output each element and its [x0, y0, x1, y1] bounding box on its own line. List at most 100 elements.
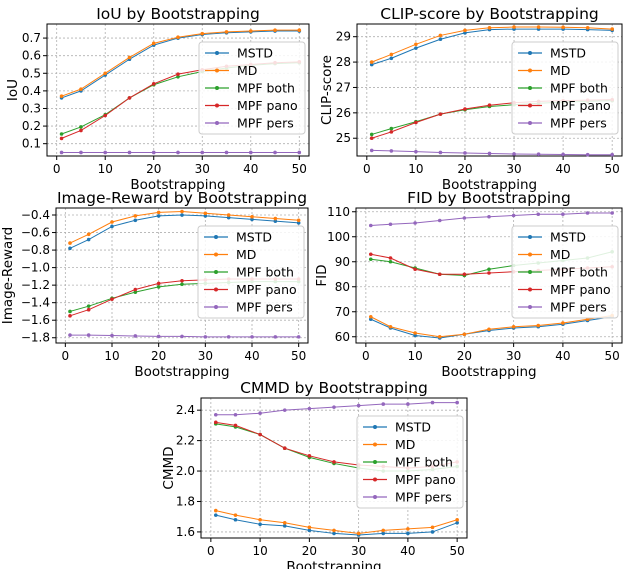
y-axis-label: IoU	[5, 79, 21, 101]
legend-item: MPF pers	[518, 300, 607, 315]
y-tick-label: 0.7	[22, 31, 41, 45]
y-tick-label: 25	[336, 131, 351, 145]
data-point	[389, 149, 394, 153]
legend-label: MSTD	[395, 420, 431, 435]
x-tick-label: 40	[400, 544, 415, 558]
legend-marker	[528, 252, 532, 257]
x-tick-label: 30	[351, 544, 366, 558]
plot-frame	[355, 207, 623, 344]
data-point	[585, 211, 590, 215]
data-point	[68, 314, 72, 318]
data-point	[86, 232, 91, 237]
chart-title: Image-Reward by Bootstrapping	[57, 189, 307, 207]
y-tick-label: −0.4	[21, 208, 50, 222]
data-point	[180, 334, 184, 339]
data-point	[381, 531, 386, 536]
series-line	[370, 315, 613, 338]
data-point	[430, 400, 435, 405]
data-point	[103, 113, 108, 118]
data-point	[68, 241, 72, 245]
data-point	[487, 214, 491, 219]
data-point	[463, 151, 467, 155]
data-point	[103, 150, 108, 155]
data-point	[369, 62, 374, 67]
legend-item: MPF pano	[204, 282, 297, 297]
data-point	[233, 412, 238, 417]
y-tick-label: −0.8	[21, 243, 50, 257]
legend-marker	[373, 425, 377, 429]
x-axis-label: Bootstrapping	[441, 364, 536, 380]
legend-marker	[215, 86, 219, 90]
y-tick-label: 60	[335, 330, 350, 344]
data-point	[151, 82, 156, 86]
data-point	[462, 216, 467, 220]
legend-box	[356, 415, 464, 509]
plot-frame	[46, 23, 310, 157]
data-point	[369, 136, 374, 141]
data-point	[213, 508, 218, 513]
series-line	[371, 149, 613, 156]
legend-label: MD	[550, 247, 570, 262]
data-point	[307, 525, 312, 530]
y-tick-label: 0.2	[22, 119, 41, 133]
data-point	[438, 112, 443, 116]
legend-marker	[373, 442, 377, 447]
data-point	[273, 335, 278, 339]
data-point	[86, 237, 91, 242]
x-tick-label: 20	[151, 349, 166, 363]
y-tick-label: 0.1	[22, 137, 41, 151]
legend-item: MPF pers	[363, 490, 452, 505]
legend-marker	[373, 495, 377, 499]
data-point	[176, 72, 180, 76]
data-point	[248, 29, 253, 33]
data-point	[110, 224, 114, 229]
legend-marker	[215, 121, 219, 125]
x-axis-label: Bootstrapping	[134, 364, 229, 380]
data-point	[369, 132, 374, 137]
legend-item: MPF both	[205, 81, 295, 96]
legend-item: MPF both	[363, 455, 453, 470]
data-point	[133, 218, 138, 223]
x-tick-label: 30	[195, 162, 210, 176]
x-tick-label: 50	[450, 544, 465, 558]
legend-marker	[215, 103, 219, 108]
y-tick-label: −0.6	[21, 226, 50, 240]
data-point	[561, 321, 565, 325]
data-point	[368, 257, 373, 262]
legend-item: MPF pano	[518, 98, 611, 113]
legend-label: MPF pers	[237, 116, 294, 131]
data-point	[156, 285, 161, 289]
data-point	[388, 259, 393, 264]
data-point	[156, 281, 161, 286]
legend-item: MPF pano	[205, 98, 298, 113]
legend-label: MD	[237, 63, 257, 78]
data-point	[455, 520, 459, 525]
y-tick-label: 1.6	[176, 525, 195, 539]
legend-label: MSTD	[550, 46, 586, 61]
data-point	[487, 267, 491, 272]
data-point	[297, 28, 302, 32]
legend-label: MPF pers	[550, 116, 607, 131]
legend-item: MSTD	[518, 230, 586, 245]
data-point	[233, 513, 238, 517]
data-point	[213, 513, 218, 517]
chart-title: FID by Bootstrapping	[407, 189, 571, 207]
y-tick-label: 27	[336, 80, 351, 94]
x-tick-label: 0	[207, 544, 215, 558]
series-mpf-pers	[213, 400, 459, 417]
chart-panel-1: 0 10 20 30 40 50 0.1 0.2 0.3 0.4 0.5 0.6 0.7 IoU by B…	[5, 5, 310, 193]
data-point	[307, 528, 312, 533]
legend-label: MPF pers	[550, 300, 607, 315]
data-point	[273, 216, 278, 221]
x-tick-label: 20	[457, 349, 472, 363]
legend-item: MSTD	[204, 230, 272, 245]
data-point	[463, 31, 467, 35]
data-point	[59, 150, 64, 155]
data-point	[356, 403, 361, 408]
y-tick-label: 90	[335, 255, 350, 269]
legend-item: MSTD	[205, 46, 273, 61]
data-point	[79, 125, 83, 129]
data-point	[258, 517, 262, 522]
chart-panel-4: 0 10 20 30 40 50 60 70 80 90 100 110 FID by Bootstra…	[314, 189, 623, 380]
data-point	[296, 335, 301, 339]
